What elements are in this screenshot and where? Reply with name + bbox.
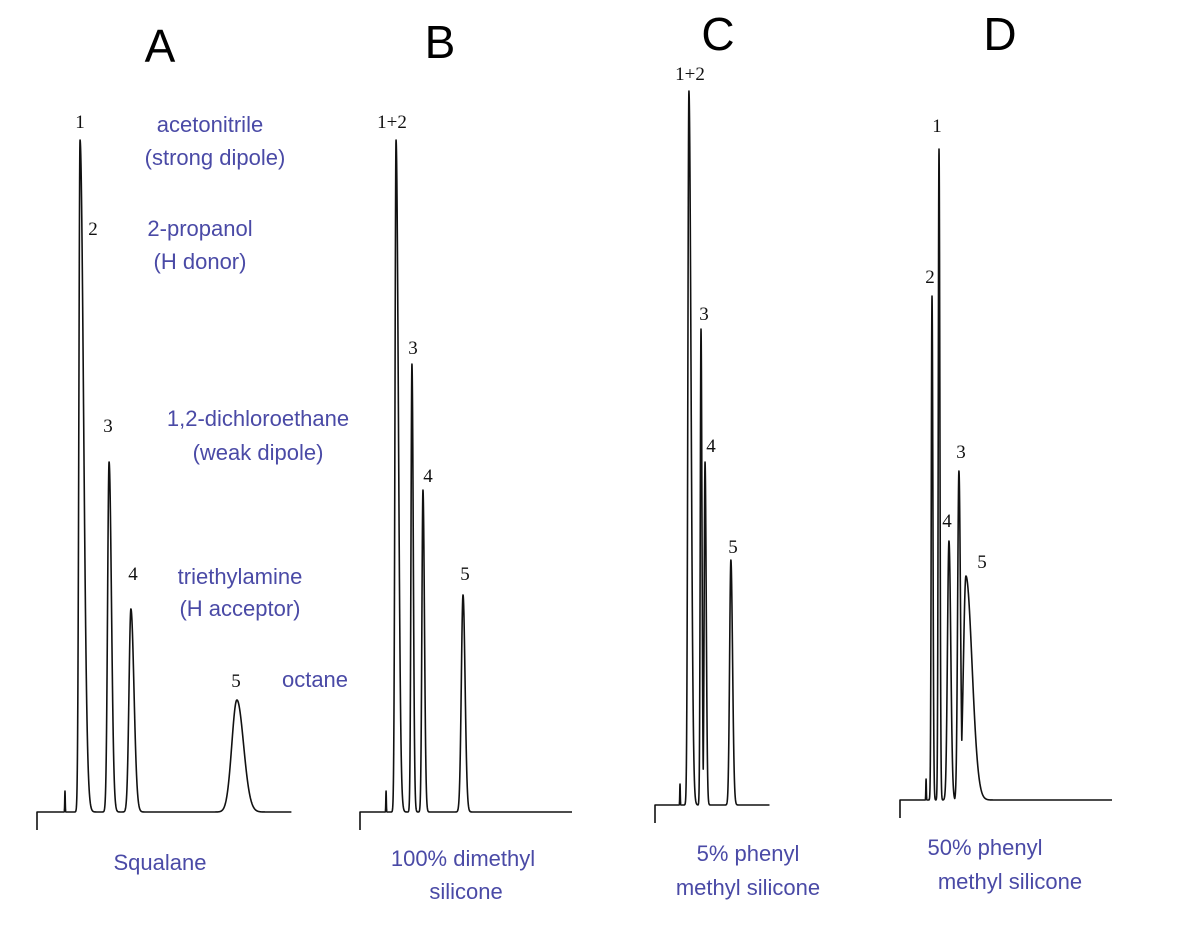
peak-label-c-3: 3 xyxy=(699,304,709,325)
peak-label-c-12: 1+2 xyxy=(675,64,705,85)
chromatogram-trace-d xyxy=(899,148,1113,818)
panel-letter-c: C xyxy=(701,8,734,60)
phase-label-d-line1: 50% phenyl xyxy=(928,835,1043,860)
peak-label-c-4: 4 xyxy=(706,436,716,457)
peak-label-b-3: 3 xyxy=(408,338,418,359)
peak-label-b-12: 1+2 xyxy=(377,112,407,133)
traces xyxy=(36,90,1113,830)
peak-label-a-1: 1 xyxy=(75,112,85,133)
panel-letter-b: B xyxy=(425,16,456,68)
panel-letter-d: D xyxy=(983,8,1016,60)
annotation-h-acceptor: (H acceptor) xyxy=(179,596,300,621)
peak-label-b-5: 5 xyxy=(460,564,470,585)
peak-label-d-1: 1 xyxy=(932,116,942,137)
chromatogram-trace-c xyxy=(654,90,771,823)
annotation-triethylamine: triethylamine xyxy=(178,564,303,589)
phase-label-b-line1: 100% dimethyl xyxy=(391,846,535,871)
peak-label-d-2: 2 xyxy=(925,267,935,288)
annotation-h-donor: (H donor) xyxy=(154,249,247,274)
annotation-strong-dipole: (strong dipole) xyxy=(145,145,286,170)
annotation-weak-dipole: (weak dipole) xyxy=(193,440,324,465)
peak-label-a-2: 2 xyxy=(88,219,98,240)
peak-label-d-5: 5 xyxy=(977,552,987,573)
annotation-dichloroethane: 1,2-dichloroethane xyxy=(167,406,349,431)
peak-label-a-3: 3 xyxy=(103,416,113,437)
annotation-2-propanol: 2-propanol xyxy=(147,216,252,241)
phase-label-b-line2: silicone xyxy=(429,879,502,904)
chromatogram-trace-a xyxy=(36,139,293,830)
peak-label-a-5: 5 xyxy=(231,671,241,692)
phase-label-d-line2: methyl silicone xyxy=(938,869,1082,894)
annotation-acetonitrile: acetonitrile xyxy=(157,112,263,137)
phase-label-a: Squalane xyxy=(114,850,207,875)
panel-letter-a: A xyxy=(145,20,176,72)
peak-label-b-4: 4 xyxy=(423,466,433,487)
peak-label-d-3: 3 xyxy=(956,442,966,463)
peak-label-a-4: 4 xyxy=(128,564,138,585)
annotation-octane: octane xyxy=(282,667,348,692)
peak-label-c-5: 5 xyxy=(728,537,738,558)
chromatogram-trace-b xyxy=(359,139,573,830)
peak-label-d-4: 4 xyxy=(942,511,952,532)
phase-label-c-line1: 5% phenyl xyxy=(697,841,800,866)
phase-label-c-line2: methyl silicone xyxy=(676,875,820,900)
